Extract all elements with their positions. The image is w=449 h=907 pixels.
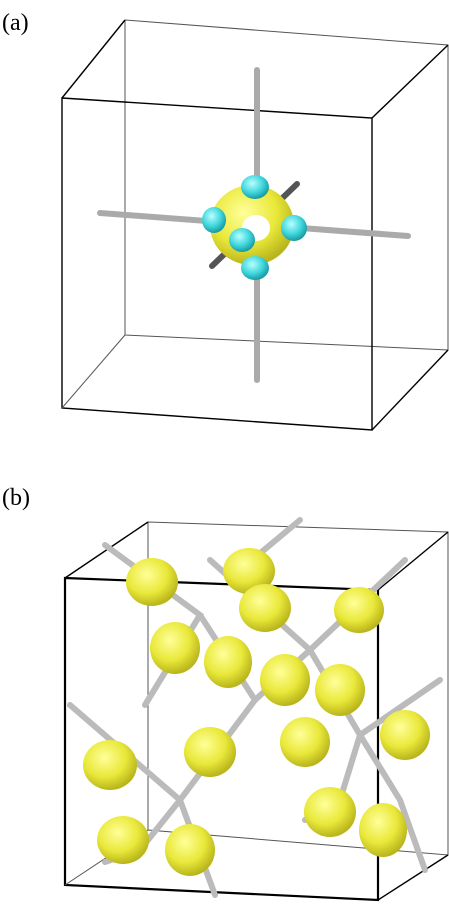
panel-b: (b) <box>2 485 448 900</box>
figure: (a) (b) <box>0 0 449 902</box>
panel-label: (a) <box>2 10 29 36</box>
panel-a: (a) <box>2 10 448 430</box>
panel-label: (b) <box>2 485 30 511</box>
